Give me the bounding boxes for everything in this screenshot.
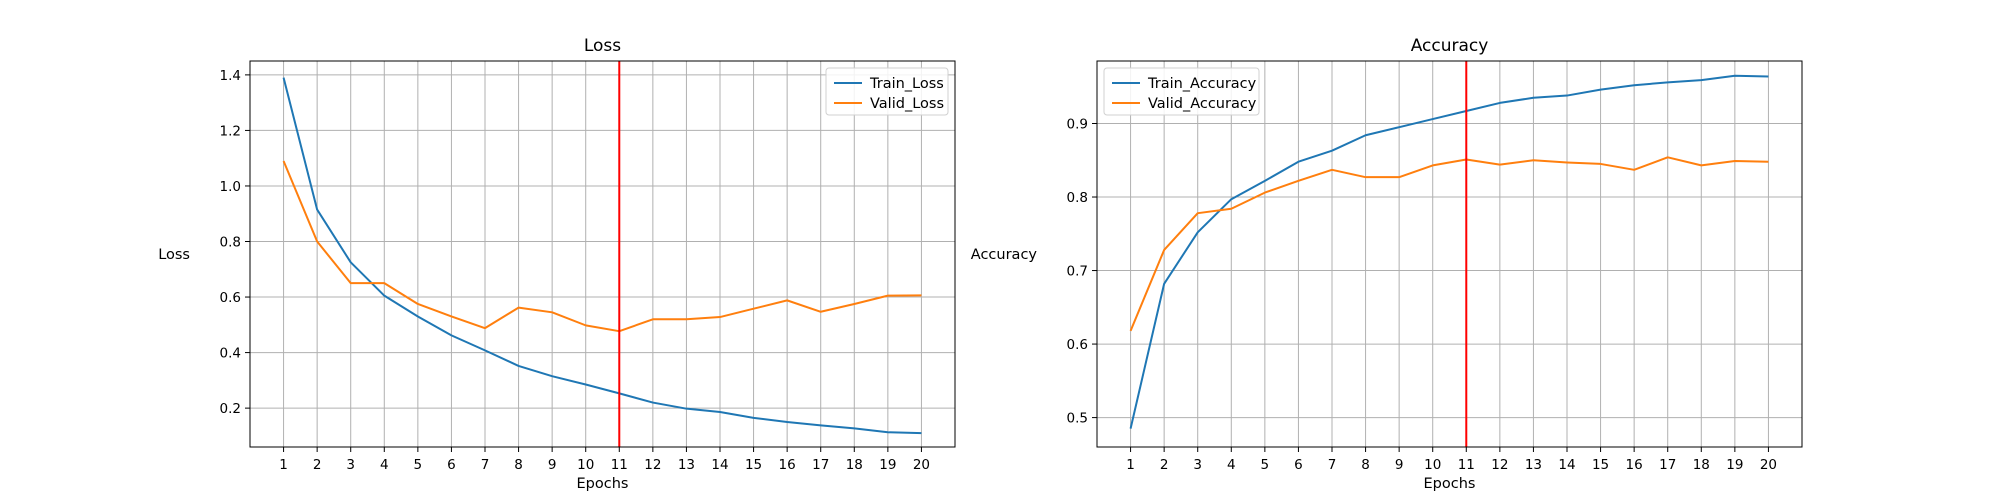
x-tick-label: 9 (548, 457, 557, 473)
y-tick-label: 1.0 (220, 179, 241, 195)
plot-frame (249, 60, 956, 448)
y-axis-label: Loss (158, 247, 190, 263)
x-tick-label: 16 (1626, 457, 1643, 473)
x-tick-label: 16 (779, 457, 796, 473)
x-tick-label: 10 (1424, 457, 1441, 473)
chart-title: Loss (584, 36, 621, 56)
x-tick-label: 15 (745, 457, 762, 473)
x-tick-label: 6 (1294, 457, 1303, 473)
x-tick-label: 18 (846, 457, 863, 473)
chart-accuracy: 1 2 3 4 5 6 7 8 9 10 11 12 13 14 15 16 17 18 19 200.50.60.7… (971, 36, 1803, 492)
x-tick-label: 3 (1193, 457, 1202, 473)
x-tick-label: 19 (1726, 457, 1743, 473)
x-tick-label: 1 (279, 457, 288, 473)
x-tick-label: 17 (812, 457, 829, 473)
x-tick-label: 2 (1160, 457, 1169, 473)
legend: Train_Accuracy Valid_Accuracy (1103, 67, 1260, 116)
chart-loss: 1 2 3 4 5 6 7 8 9 10 11 12 13 14 15 16 17 18 19 200.20.40.6… (158, 36, 956, 492)
legend: Train_Loss Valid_Loss (825, 67, 949, 116)
legend-label-valid-accuracy: Valid_Accuracy (1148, 96, 1257, 112)
y-tick-label: 0.2 (220, 401, 241, 417)
x-axis-label: Epochs (1424, 476, 1476, 492)
y-axis-label: Accuracy (971, 247, 1038, 263)
series-line-valid-loss (282, 160, 922, 333)
x-tick-label: 14 (711, 457, 728, 473)
x-tick-label: 11 (611, 457, 628, 473)
y-tick-label: 0.6 (1067, 337, 1088, 353)
x-tick-label: 12 (644, 457, 661, 473)
x-tick-label: 5 (414, 457, 423, 473)
legend-box (1103, 67, 1260, 116)
x-tick-label: 17 (1659, 457, 1676, 473)
x-tick-label: 13 (678, 457, 695, 473)
series-line-train-accuracy (1129, 74, 1769, 429)
legend-label-train-accuracy: Train_Accuracy (1147, 76, 1257, 92)
x-tick-label: 2 (313, 457, 322, 473)
x-tick-label: 7 (481, 457, 490, 473)
x-tick-label: 20 (913, 457, 930, 473)
y-tick-label: 0.8 (1067, 190, 1088, 206)
x-tick-label: 1 (1126, 457, 1135, 473)
y-tick-label: 0.6 (220, 290, 241, 306)
x-tick-label: 4 (1227, 457, 1236, 473)
x-tick-label: 9 (1395, 457, 1404, 473)
x-tick-label: 5 (1261, 457, 1270, 473)
y-tick-label: 0.8 (220, 235, 241, 251)
y-tick-label: 0.4 (220, 346, 241, 362)
y-tick-label: 0.5 (1067, 411, 1088, 427)
x-tick-label: 3 (346, 457, 355, 473)
x-tick-label: 6 (447, 457, 456, 473)
legend-label-train-loss: Train_Loss (869, 76, 944, 92)
y-tick-label: 1.2 (220, 123, 241, 139)
x-tick-label: 8 (514, 457, 523, 473)
y-tick-label: 1.4 (220, 68, 241, 84)
x-tick-label: 11 (1458, 457, 1475, 473)
x-tick-label: 7 (1328, 457, 1337, 473)
x-tick-label: 12 (1491, 457, 1508, 473)
x-tick-label: 18 (1693, 457, 1710, 473)
plot-frame (1096, 60, 1803, 448)
x-tick-label: 4 (380, 457, 389, 473)
y-tick-label: 0.9 (1067, 116, 1088, 132)
x-tick-label: 8 (1361, 457, 1370, 473)
series-line-valid-accuracy (1129, 156, 1769, 332)
legend-label-valid-loss: Valid_Loss (870, 96, 944, 112)
x-tick-label: 14 (1558, 457, 1575, 473)
x-tick-label: 20 (1760, 457, 1777, 473)
x-axis-label: Epochs (577, 476, 629, 492)
x-tick-label: 13 (1525, 457, 1542, 473)
x-tick-label: 19 (879, 457, 896, 473)
chart-title: Accuracy (1411, 36, 1489, 56)
y-tick-label: 0.7 (1067, 264, 1088, 280)
x-tick-label: 15 (1592, 457, 1609, 473)
x-tick-label: 10 (577, 457, 594, 473)
series-line-train-loss (282, 77, 922, 435)
